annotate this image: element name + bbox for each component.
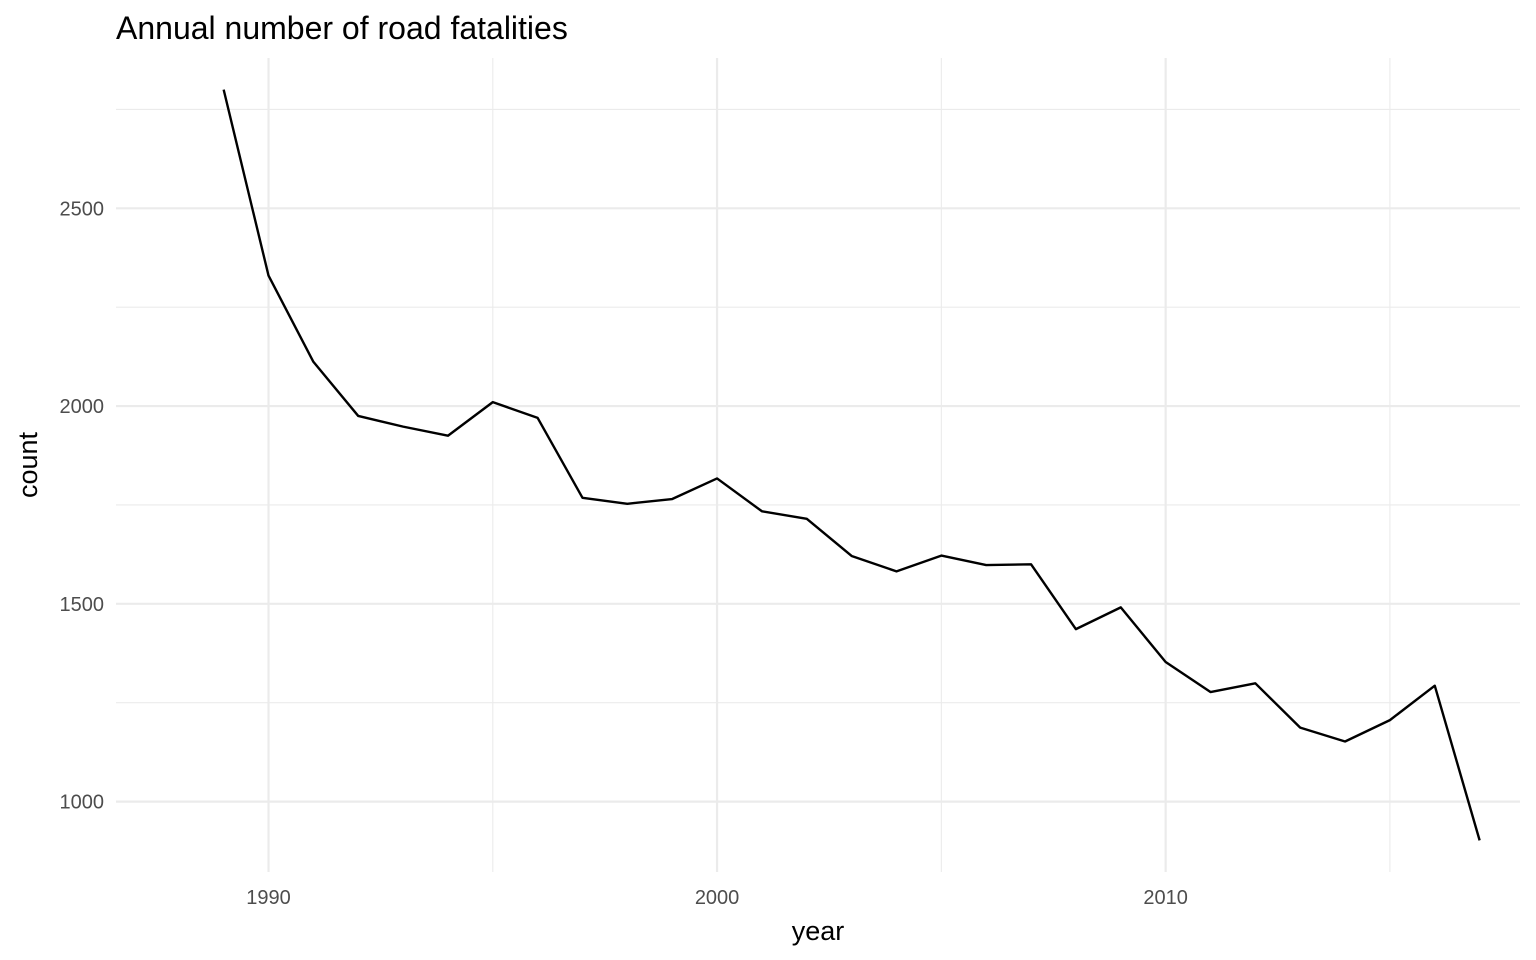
x-axis-title: year xyxy=(792,916,845,946)
y-tick-label: 1500 xyxy=(60,594,105,616)
y-axis-tick-labels: 1000 1500 2000 2500 xyxy=(60,198,105,813)
y-tick-label: 1000 xyxy=(60,792,105,814)
grid xyxy=(116,58,1520,872)
x-tick-label: 2010 xyxy=(1143,887,1188,909)
chart-title: Annual number of road fatalities xyxy=(116,10,568,46)
series-line xyxy=(222,89,1481,841)
y-axis-title: count xyxy=(13,431,43,498)
data-points xyxy=(224,90,1480,841)
y-tick-label: 2000 xyxy=(60,396,105,418)
x-axis-tick-labels: 1990 2000 2010 xyxy=(246,887,1188,909)
x-tick-label: 2000 xyxy=(695,887,740,909)
y-tick-label: 2500 xyxy=(60,198,105,220)
x-tick-label: 1990 xyxy=(246,887,291,909)
